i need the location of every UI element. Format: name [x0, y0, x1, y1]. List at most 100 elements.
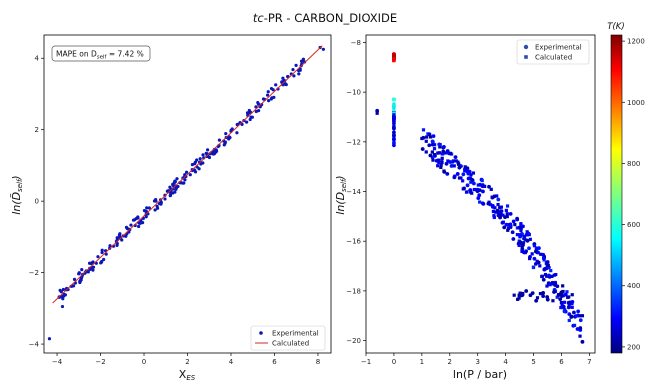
experimental-point	[392, 115, 396, 120]
calculated-point	[543, 272, 548, 277]
experimental-point	[245, 111, 250, 115]
colorbar-ticks: 200 400 600 800 1000 1200	[622, 38, 645, 351]
experimental-point	[144, 209, 148, 213]
calculated-point	[516, 297, 520, 301]
experimental-point	[174, 186, 179, 190]
calculated-point	[392, 102, 396, 106]
experimental-point	[129, 223, 133, 227]
calculated-point	[528, 237, 532, 241]
calculated-point	[580, 314, 585, 318]
colorbar-tick-label: 600	[627, 221, 640, 229]
legend-calculated: Calculated	[272, 340, 309, 348]
x-tick-label: 7	[587, 358, 591, 366]
calculated-point	[520, 232, 524, 236]
experimental-point	[442, 170, 447, 174]
experimental-point	[271, 88, 275, 92]
calculated-point	[427, 133, 432, 137]
calculated-point	[538, 264, 542, 268]
experimental-point	[470, 177, 474, 182]
calculated-point	[392, 58, 396, 63]
calculated-point	[428, 135, 433, 139]
experimental-point	[272, 95, 276, 99]
experimental-point	[580, 339, 585, 344]
colorbar-tick-label: 1000	[627, 99, 645, 107]
experimental-point	[96, 255, 100, 259]
calculated-point	[508, 225, 513, 229]
experimental-point	[558, 297, 563, 302]
experimental-point	[147, 206, 151, 210]
experimental-point	[175, 177, 179, 181]
x-tick-label: 0	[392, 358, 396, 366]
experimental-point	[155, 204, 159, 208]
experimental-point	[261, 97, 266, 101]
experimental-point	[444, 161, 449, 166]
left-calculated-line	[52, 45, 323, 304]
experimental-point	[453, 155, 458, 160]
experimental-point	[462, 186, 466, 191]
calculated-point	[465, 190, 469, 194]
calculated-point	[572, 323, 577, 327]
experimental-point	[188, 173, 192, 177]
calculated-point	[551, 299, 555, 303]
experimental-point	[267, 99, 271, 103]
calculated-point	[430, 150, 434, 154]
experimental-point	[392, 137, 396, 142]
calculated-point	[517, 293, 521, 297]
y-tick-label: −8	[351, 39, 361, 47]
calculated-point	[437, 151, 441, 155]
right-xlabel: ln(P / bar)	[453, 368, 507, 381]
calculated-point	[548, 283, 552, 287]
calculated-point	[504, 208, 508, 213]
experimental-point	[502, 225, 507, 230]
calculated-point	[439, 165, 443, 170]
experimental-point	[392, 97, 396, 102]
experimental-point	[500, 220, 505, 225]
experimental-point	[497, 211, 501, 216]
experimental-point	[442, 144, 446, 149]
experimental-point	[297, 72, 301, 76]
experimental-point	[560, 294, 564, 298]
experimental-point	[207, 155, 212, 160]
calculated-point	[520, 249, 524, 253]
experimental-point	[511, 237, 516, 241]
experimental-point	[552, 290, 556, 294]
calculated-point	[506, 226, 511, 230]
experimental-point	[450, 159, 455, 164]
experimental-point	[274, 83, 278, 87]
experimental-point	[61, 287, 66, 292]
experimental-point	[490, 203, 495, 208]
calculated-point	[527, 256, 532, 261]
experimental-point	[481, 201, 486, 206]
calculated-point	[570, 305, 574, 309]
experimental-point	[431, 134, 436, 139]
calculated-point	[492, 215, 496, 220]
experimental-point	[154, 199, 158, 203]
experimental-point	[476, 196, 481, 201]
calculated-point	[480, 178, 484, 183]
x-tick-label: 2	[185, 358, 189, 366]
annotation-text: MAPE on D	[56, 50, 97, 59]
calculated-point	[471, 171, 476, 175]
experimental-point	[190, 162, 195, 167]
legend-experimental: Experimental	[272, 330, 319, 338]
calculated-point	[535, 296, 540, 300]
calculated-point	[501, 213, 505, 217]
experimental-point	[541, 294, 546, 299]
experimental-point	[124, 225, 129, 229]
experimental-point	[266, 90, 270, 94]
experimental-point	[183, 178, 187, 182]
left-plot-frame	[43, 34, 332, 354]
calculated-point	[543, 267, 547, 271]
calculated-point	[438, 145, 442, 149]
calculated-point	[559, 306, 563, 310]
experimental-point	[205, 148, 210, 152]
experimental-point	[291, 67, 295, 72]
calculated-point	[563, 300, 567, 304]
experimental-point	[504, 222, 509, 227]
calculated-point	[538, 291, 543, 296]
experimental-point	[465, 183, 470, 188]
experimental-point	[555, 284, 560, 289]
experimental-point	[527, 246, 531, 251]
calculated-point	[461, 179, 465, 183]
